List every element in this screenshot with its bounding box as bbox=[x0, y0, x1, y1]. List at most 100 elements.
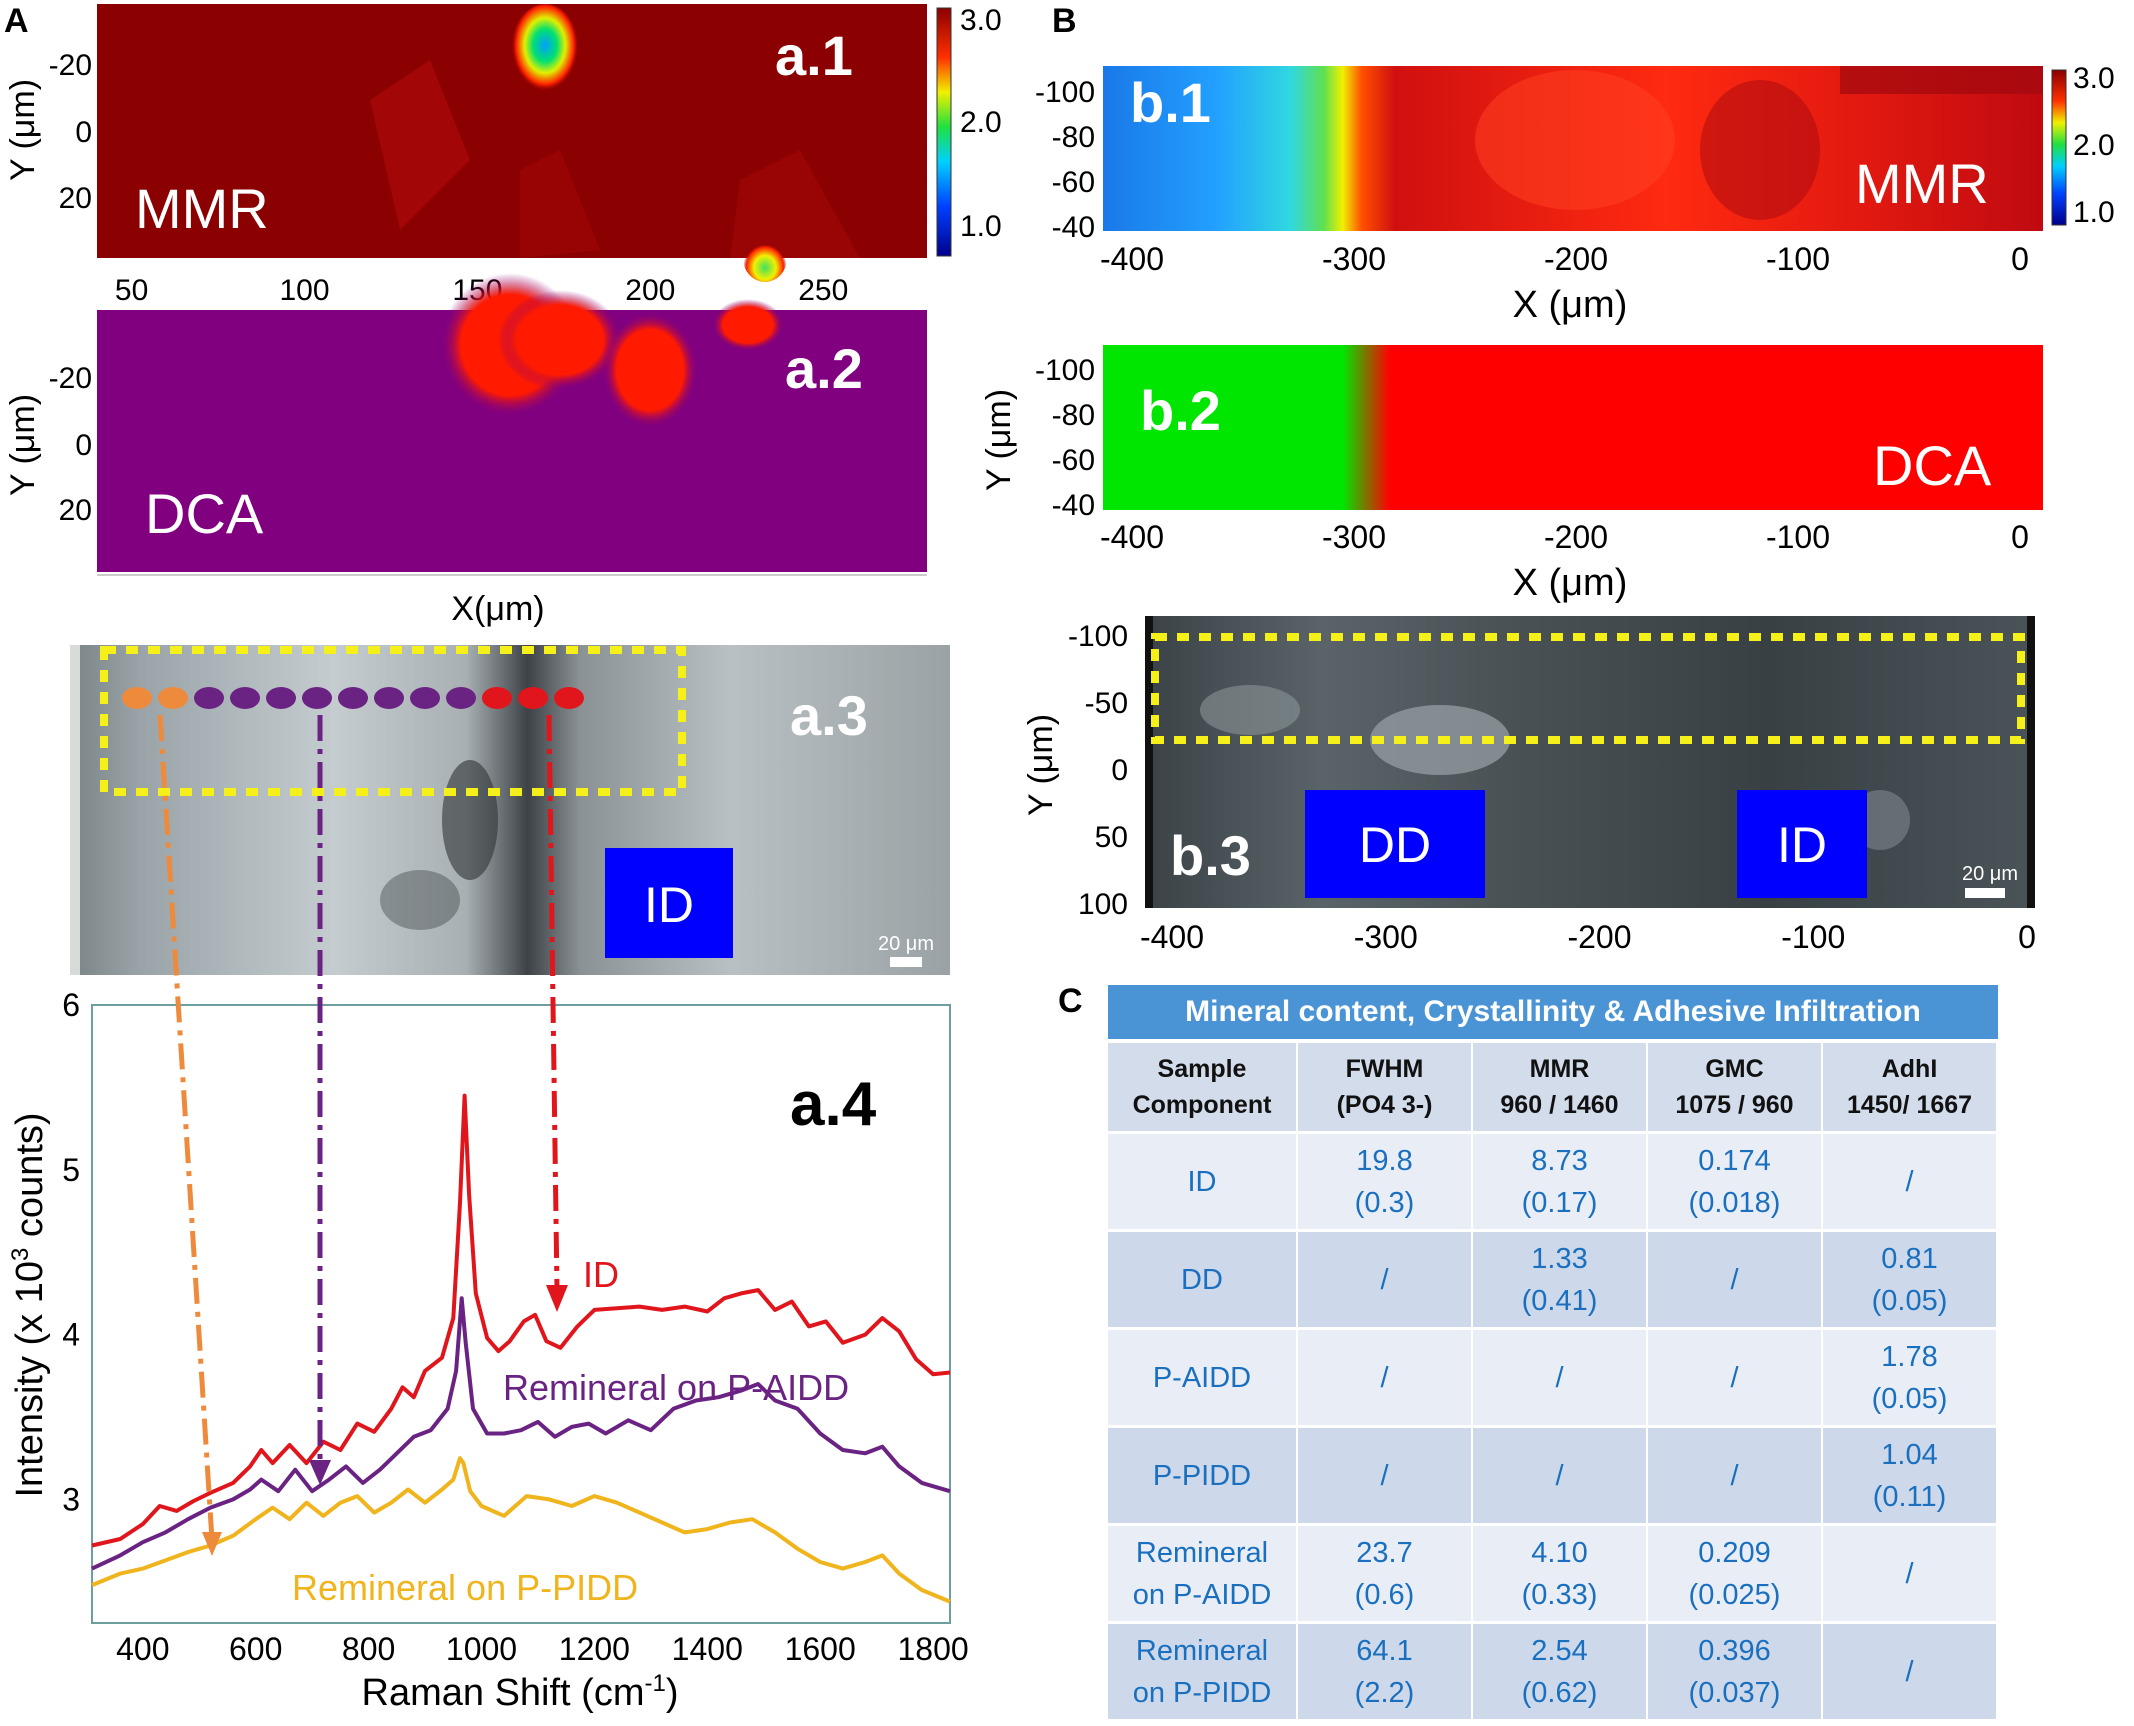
arrow-orange-head bbox=[202, 1532, 222, 1556]
a1-shade-region bbox=[520, 150, 600, 258]
b2-y-tick: -100 bbox=[1035, 354, 1095, 387]
a1-y-tick: -20 bbox=[49, 49, 92, 82]
panel-a4: 400 600 800 1000 1200 1400 1600 1800 3 4 5 6 a.4 I… bbox=[7, 987, 969, 1714]
b1-x-tick: -200 bbox=[1544, 241, 1608, 277]
table-cell-sd: (2.2) bbox=[1354, 1676, 1415, 1709]
table-cell-sd: (0.6) bbox=[1354, 1578, 1415, 1611]
b2-heatmap-background bbox=[1103, 345, 2043, 510]
a3-spot-purple bbox=[338, 687, 368, 709]
b3-x-tick: -100 bbox=[1781, 919, 1845, 955]
results-table: Mineral content, Crystallinity & Adhesiv… bbox=[1108, 985, 1998, 1719]
b1-x-label: X (μm) bbox=[1513, 284, 1628, 326]
a1-shade-region bbox=[370, 60, 470, 230]
b3-bright-region bbox=[1200, 685, 1300, 735]
table-cell-value: 19.8 (0.3) bbox=[1298, 1134, 1473, 1229]
a2-y-tick: -20 bbox=[49, 362, 92, 395]
a3-dark-region bbox=[380, 870, 460, 930]
table-cell-text: on P-AIDD bbox=[1132, 1578, 1272, 1611]
a2-y-tick: 0 bbox=[75, 429, 92, 462]
b2-y-tick: -40 bbox=[1052, 489, 1095, 522]
a3-spot-purple bbox=[410, 687, 440, 709]
a3-edge bbox=[70, 645, 80, 975]
table-cell-value: 8.73 (0.17) bbox=[1473, 1134, 1648, 1229]
b1-x-ticks: -400 -300 -200 -100 0 bbox=[1100, 241, 2029, 277]
table-cell-sd: (0.05) bbox=[1871, 1284, 1948, 1317]
table-title: Mineral content, Crystallinity & Adhesiv… bbox=[1108, 985, 1998, 1039]
b1-bright-region bbox=[1475, 70, 1675, 210]
table-cell-mean: / bbox=[1730, 1263, 1739, 1296]
b3-dd-label: DD bbox=[1359, 817, 1431, 873]
b3-y-label: Y (μm) bbox=[1022, 714, 1060, 816]
b2-label: DCA bbox=[1873, 434, 1992, 497]
table-cell-value: 0.174 (0.018) bbox=[1648, 1134, 1823, 1229]
a1-cbar-tick: 3.0 bbox=[960, 4, 1002, 37]
a3-spot-purple bbox=[446, 687, 476, 709]
b1-x-tick: 0 bbox=[2011, 241, 2029, 277]
table-cell-text: Remineral bbox=[1135, 1536, 1269, 1569]
table-cell-value: 0.209 (0.025) bbox=[1648, 1526, 1823, 1621]
b1-cbar-tick: 1.0 bbox=[2073, 196, 2115, 229]
table-cell-value: 2.54 (0.62) bbox=[1473, 1624, 1648, 1719]
table-cell-sd: (0.05) bbox=[1871, 1382, 1948, 1415]
a3-spot-red bbox=[554, 687, 584, 709]
a1-y-label: Y (μm) bbox=[4, 79, 42, 181]
panel-letter-a: A bbox=[4, 2, 29, 40]
b1-y-tick: -60 bbox=[1052, 166, 1095, 199]
table-cell-value: / bbox=[1648, 1330, 1823, 1425]
table-cell-value: / bbox=[1298, 1330, 1473, 1425]
a2-title: a.2 bbox=[785, 337, 863, 400]
a4-x-tick: 1400 bbox=[672, 1631, 743, 1667]
table-cell-value: / bbox=[1298, 1232, 1473, 1327]
a2-y-tick: 20 bbox=[59, 494, 92, 527]
table-cell-mean: / bbox=[1555, 1361, 1564, 1394]
a1-low-spot bbox=[743, 234, 787, 282]
b3-x-tick: -400 bbox=[1140, 919, 1204, 955]
b1-x-tick: -300 bbox=[1322, 241, 1386, 277]
a3-scale-bar bbox=[890, 957, 922, 967]
b3-right-border bbox=[2027, 616, 2035, 908]
a3-id-label: ID bbox=[644, 877, 694, 933]
a3-selection-box bbox=[100, 646, 686, 796]
b2-x-tick: -100 bbox=[1766, 519, 1830, 555]
a4-series-line-0 bbox=[91, 1093, 951, 1548]
b2-x-ticks: -400 -300 -200 -100 0 bbox=[1100, 519, 2029, 555]
b1-x-tick: -400 bbox=[1100, 241, 1164, 277]
a4-x-tick: 1000 bbox=[446, 1631, 517, 1667]
table-header-cell: MMR 960 / 1460 bbox=[1473, 1043, 1648, 1131]
table-cell-value: 1.33 (0.41) bbox=[1473, 1232, 1648, 1327]
a4-x-tick: 1800 bbox=[897, 1631, 968, 1667]
a4-series-line-2 bbox=[91, 1456, 951, 1604]
b3-title: b.3 bbox=[1170, 824, 1251, 887]
b3-y-tick: -50 bbox=[1085, 687, 1128, 720]
table-cell-mean: 0.396 bbox=[1698, 1634, 1771, 1667]
b1-cbar-tick: 2.0 bbox=[2073, 129, 2115, 162]
table-cell-mean: 1.04 bbox=[1881, 1438, 1938, 1471]
table-cell-mean: 4.10 bbox=[1531, 1536, 1588, 1569]
panel-letter-b: B bbox=[1052, 2, 1077, 40]
a4-title: a.4 bbox=[790, 1070, 877, 1139]
panel-b3: DD ID b.3 20 μm -100 -50 0 50 100 -400 -300 -2… bbox=[1022, 616, 2036, 955]
b3-id-label: ID bbox=[1777, 817, 1827, 873]
table-cell-sd: (0.3) bbox=[1354, 1186, 1415, 1219]
table-cell-sample: ID bbox=[1108, 1134, 1298, 1229]
a3-spot-orange bbox=[158, 687, 188, 709]
b2-x-tick: -200 bbox=[1544, 519, 1608, 555]
b3-dd-badge bbox=[1305, 790, 1485, 898]
table-cell-value: / bbox=[1298, 1428, 1473, 1523]
b1-title: b.1 bbox=[1130, 71, 1211, 134]
a4-annotation-id: ID bbox=[583, 1254, 619, 1295]
table-cell-value: / bbox=[1473, 1330, 1648, 1425]
a2-label: DCA bbox=[145, 482, 264, 545]
b1-colorbar bbox=[2051, 69, 2067, 226]
a3-dark-region bbox=[442, 760, 498, 880]
a2-red-region bbox=[602, 312, 698, 428]
panel-b2: b.2 DCA -100-80-60-40 -400 -300 -200 -100 0 … bbox=[980, 345, 2043, 604]
b3-x-ticks: -400 -300 -200 -100 0 bbox=[1140, 919, 2036, 955]
b1-y-tick: -100 bbox=[1035, 76, 1095, 109]
a1-x-tick: 100 bbox=[279, 274, 329, 307]
a2-red-region bbox=[712, 299, 784, 351]
table-cell-sd: (0.025) bbox=[1688, 1578, 1781, 1611]
a3-spot-purple bbox=[266, 687, 296, 709]
b3-y-tick: 50 bbox=[1095, 821, 1128, 854]
b2-y-tick: -80 bbox=[1052, 399, 1095, 432]
